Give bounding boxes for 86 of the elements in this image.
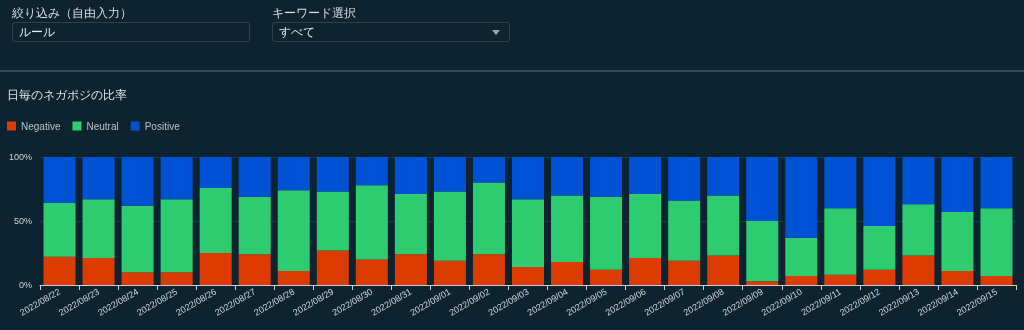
bar xyxy=(277,270,310,285)
bar xyxy=(160,272,193,285)
bar xyxy=(511,157,545,200)
bar xyxy=(121,157,154,206)
bar xyxy=(746,281,779,285)
bar xyxy=(433,191,466,261)
bar xyxy=(316,250,349,285)
bar xyxy=(941,157,974,213)
bar xyxy=(863,157,896,227)
bar xyxy=(121,205,154,273)
bar xyxy=(199,187,232,253)
y-tick-label: 50% xyxy=(13,216,32,226)
bar xyxy=(472,254,505,285)
bar xyxy=(277,157,310,191)
bar xyxy=(199,253,232,285)
bar xyxy=(590,157,623,197)
bar xyxy=(746,157,779,221)
bar xyxy=(551,157,584,196)
legend-label: Neutral xyxy=(86,120,119,132)
bar xyxy=(82,199,115,259)
bar xyxy=(746,221,779,282)
bar xyxy=(863,269,896,285)
bar xyxy=(394,157,427,195)
bar xyxy=(785,157,818,238)
bar xyxy=(355,185,388,260)
bar xyxy=(668,200,701,261)
bar xyxy=(863,226,896,270)
text: 絞り込み（自由入力） xyxy=(12,6,132,20)
bar xyxy=(121,272,154,285)
bar xyxy=(551,195,584,262)
bar xyxy=(980,157,1013,209)
bar xyxy=(394,194,427,255)
bar xyxy=(785,237,818,277)
bar xyxy=(316,157,349,192)
bar xyxy=(511,199,545,268)
bar xyxy=(511,267,545,285)
legend-label: Negative xyxy=(21,120,61,132)
bar xyxy=(590,269,623,285)
text-field: ルール xyxy=(12,22,250,42)
bar xyxy=(707,157,740,196)
bar xyxy=(941,212,974,271)
bar xyxy=(785,276,818,285)
bar xyxy=(941,270,974,285)
bar xyxy=(668,260,701,285)
text: キーワード選択 xyxy=(272,6,356,20)
bar xyxy=(160,199,193,273)
bar xyxy=(472,182,505,255)
bar xyxy=(43,203,76,257)
bar xyxy=(629,157,662,195)
bar xyxy=(980,208,1013,277)
bar xyxy=(902,204,935,256)
bar xyxy=(824,274,857,285)
bar xyxy=(902,255,935,285)
bar xyxy=(160,157,193,200)
bar xyxy=(668,157,701,201)
bar xyxy=(394,254,427,285)
bar xyxy=(238,254,271,285)
bar xyxy=(902,157,935,205)
bar xyxy=(707,255,740,285)
bar xyxy=(824,157,857,209)
bar xyxy=(629,194,662,259)
chart-title: 日毎のネガポジの比率 xyxy=(7,88,127,102)
bar xyxy=(355,259,388,285)
bar xyxy=(433,260,466,285)
bar xyxy=(238,196,271,255)
bar xyxy=(82,157,115,200)
bar xyxy=(355,157,388,186)
bar xyxy=(980,276,1013,285)
bar xyxy=(433,157,466,192)
legend-label: Positive xyxy=(144,120,181,132)
bar xyxy=(82,258,115,285)
bar xyxy=(590,196,623,270)
y-tick-label: 0% xyxy=(18,280,32,290)
dropdown: すべて xyxy=(272,22,510,42)
bar xyxy=(43,256,76,285)
y-tick-label: 100% xyxy=(8,152,32,162)
bar xyxy=(707,195,740,256)
bar xyxy=(824,208,857,275)
bar xyxy=(551,261,584,285)
bar xyxy=(43,157,76,204)
bar xyxy=(472,157,505,183)
bar xyxy=(629,258,662,285)
bar xyxy=(316,191,349,251)
bar xyxy=(277,190,310,271)
bar xyxy=(199,157,232,188)
bar xyxy=(238,157,271,197)
